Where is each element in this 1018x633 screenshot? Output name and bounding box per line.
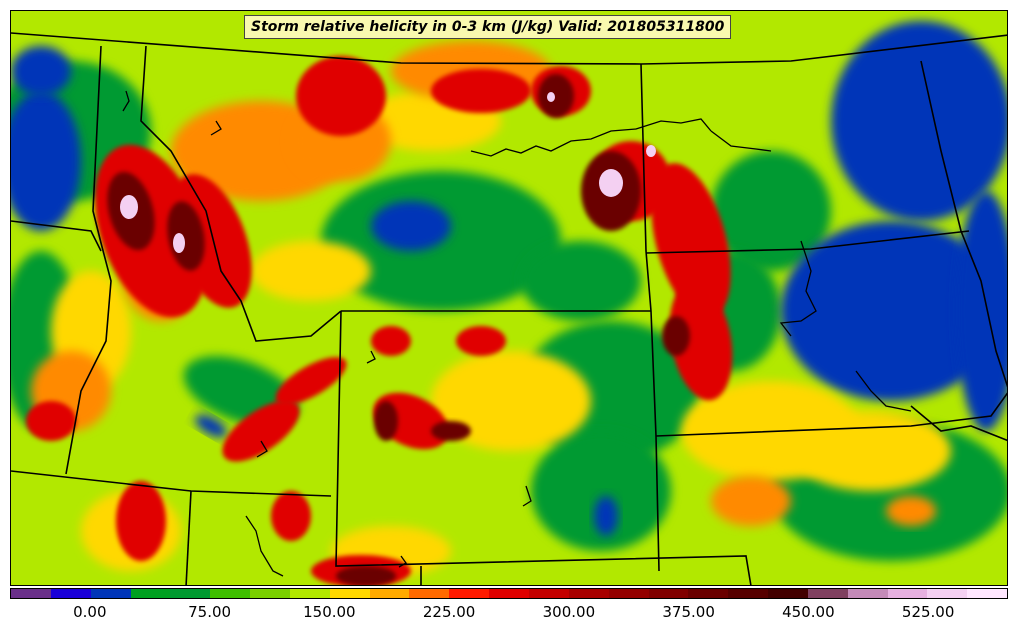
- colorbar-segment: [409, 589, 450, 598]
- field-region: [594, 496, 618, 536]
- field-region: [371, 326, 411, 356]
- colorbar-tick-label: 0.00: [73, 603, 107, 621]
- field-region: [26, 401, 76, 441]
- field-region: [336, 566, 396, 585]
- field-region: [275, 357, 347, 405]
- colorbar-segment: [768, 589, 808, 598]
- colorbar-segment: [807, 589, 848, 598]
- field-region: [120, 195, 138, 219]
- field-region: [531, 431, 671, 551]
- helicity-map: [11, 11, 1007, 585]
- lakes-rivers: [122, 90, 912, 577]
- colorbar-segment: [568, 589, 609, 598]
- map-panel: [10, 10, 1008, 586]
- colorbar-segment: [608, 589, 649, 598]
- colorbar-tick-label: 375.00: [662, 603, 715, 621]
- colorbar-segment: [289, 589, 330, 598]
- map-title: Storm relative helicity in 0-3 km (J/kg)…: [244, 15, 732, 39]
- colorbar-segment: [130, 589, 171, 598]
- field-region: [646, 145, 656, 157]
- field-region: [374, 401, 398, 441]
- colorbar-tick-label: 150.00: [303, 603, 356, 621]
- state-boundaries: [11, 32, 1007, 585]
- colorbar-segment: [449, 589, 490, 598]
- field-region: [662, 316, 690, 356]
- colorbar-tick-label: 450.00: [782, 603, 835, 621]
- field-region: [547, 92, 555, 102]
- colorbar-segment: [369, 589, 410, 598]
- field-region: [669, 281, 733, 401]
- colorbar-segment: [11, 589, 51, 598]
- field-region: [431, 351, 591, 451]
- colorbar-tick-label: 525.00: [901, 603, 955, 621]
- colorbar-tick-label: 225.00: [422, 603, 476, 621]
- field-region: [173, 233, 185, 253]
- colorbar-segment: [329, 589, 370, 598]
- field-region: [251, 241, 371, 301]
- colorbar-segment: [210, 589, 251, 598]
- colorbar-segment: [489, 589, 529, 598]
- field-region: [11, 46, 71, 96]
- field-region: [431, 421, 471, 441]
- colorbar-segment: [887, 589, 928, 598]
- colorbar-segment: [728, 589, 769, 598]
- field-region: [599, 169, 623, 197]
- colorbar-segment: [528, 589, 569, 598]
- colorbar: [10, 588, 1008, 599]
- field-region: [831, 21, 1007, 221]
- field-region: [651, 163, 731, 319]
- colorbar-tick-label: 75.00: [188, 603, 232, 621]
- field-region: [456, 326, 506, 356]
- field-region: [371, 201, 451, 251]
- field-region: [791, 411, 951, 491]
- colorbar-segment: [90, 589, 131, 598]
- field-region: [711, 476, 791, 526]
- colorbar-segment: [648, 589, 689, 598]
- colorbar-segment: [50, 589, 91, 598]
- colorbar-tick-labels: 0.00 75.00 150.00 225.00 300.00 375.00 450.00 5…: [10, 600, 1008, 626]
- colorbar-segment: [927, 589, 968, 598]
- field-region: [431, 69, 531, 113]
- colorbar-segment: [170, 589, 211, 598]
- field-region: [194, 414, 228, 438]
- field-region: [11, 91, 81, 231]
- colorbar-segment: [250, 589, 290, 598]
- field-region: [886, 496, 936, 526]
- field-region: [781, 221, 1001, 401]
- colorbar-segment: [847, 589, 888, 598]
- helicity-field: [11, 11, 1007, 585]
- colorbar-segment: [688, 589, 729, 598]
- field-region: [538, 74, 574, 118]
- colorbar-segment: [967, 589, 1008, 598]
- field-region: [271, 491, 311, 541]
- field-region: [296, 56, 386, 136]
- field-region: [521, 241, 641, 321]
- field-region: [167, 201, 205, 271]
- field-region: [116, 481, 166, 561]
- field-region: [222, 400, 300, 462]
- colorbar-tick-label: 300.00: [542, 603, 596, 621]
